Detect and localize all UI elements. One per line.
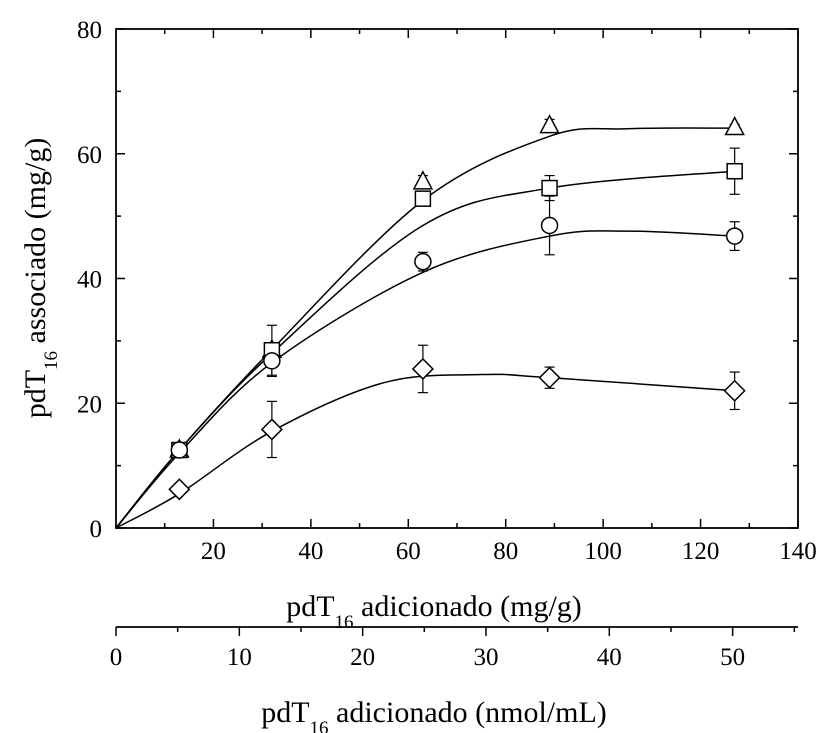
plot-frame — [115, 28, 799, 529]
x2-tick-label: 0 — [110, 644, 123, 671]
circle-marker — [725, 227, 744, 245]
y-tick-label: 80 — [77, 17, 102, 44]
square-fit-curve — [115, 170, 735, 529]
y-tick-label: 40 — [77, 267, 102, 294]
circle-marker — [414, 252, 432, 271]
x2-tick-label: 30 — [473, 644, 498, 671]
x2-axis-title: pdT16 adicionado (nmol/mL) — [261, 696, 607, 733]
plot-area-border — [115, 28, 799, 529]
y-tick-label: 20 — [77, 391, 102, 418]
y-axis-title: pdT16 associado (mg/g) — [19, 138, 62, 419]
y-axis: 0 20 40 60 80 — [77, 17, 798, 543]
x-tick-label: 100 — [584, 538, 622, 565]
diamond-fit-curve — [115, 373, 735, 529]
diamond-marker — [260, 418, 283, 441]
x-axis-title: pdT16 adicionado (mg/g) — [286, 590, 582, 633]
x-tick-label: 20 — [201, 538, 226, 565]
circle-marker — [263, 352, 281, 370]
x-tick-label: 80 — [493, 538, 518, 565]
square-marker — [541, 179, 558, 197]
x-tick-label: 40 — [298, 538, 323, 565]
secondary-x-axis: 0 10 20 30 40 50 — [110, 626, 798, 671]
x2-tick-label: 50 — [720, 644, 745, 671]
diamond-marker — [723, 379, 746, 402]
diamond-marker — [411, 357, 434, 381]
square-marker — [414, 190, 432, 207]
circle-marker — [540, 216, 559, 235]
y-tick-label: 60 — [77, 142, 102, 169]
x-tick-label: 120 — [682, 538, 720, 565]
x-tick-label: 140 — [779, 538, 817, 565]
triangle-marker — [412, 170, 434, 190]
x2-tick-label: 40 — [597, 644, 622, 671]
square-marker — [726, 162, 743, 180]
data-markers — [168, 114, 746, 501]
x2-tick-label: 20 — [350, 644, 375, 671]
triangle-marker — [539, 114, 560, 134]
x2-tick-label: 10 — [227, 644, 252, 671]
x-axis: 20 40 60 80 100 120 140 — [163, 29, 817, 565]
x-tick-label: 60 — [396, 538, 421, 565]
diamond-marker — [168, 478, 191, 501]
y-tick-label: 0 — [90, 516, 103, 543]
diamond-marker — [538, 366, 561, 389]
triangle-marker — [724, 115, 745, 136]
circle-fit-curve — [115, 230, 735, 529]
circle-marker — [170, 441, 189, 459]
